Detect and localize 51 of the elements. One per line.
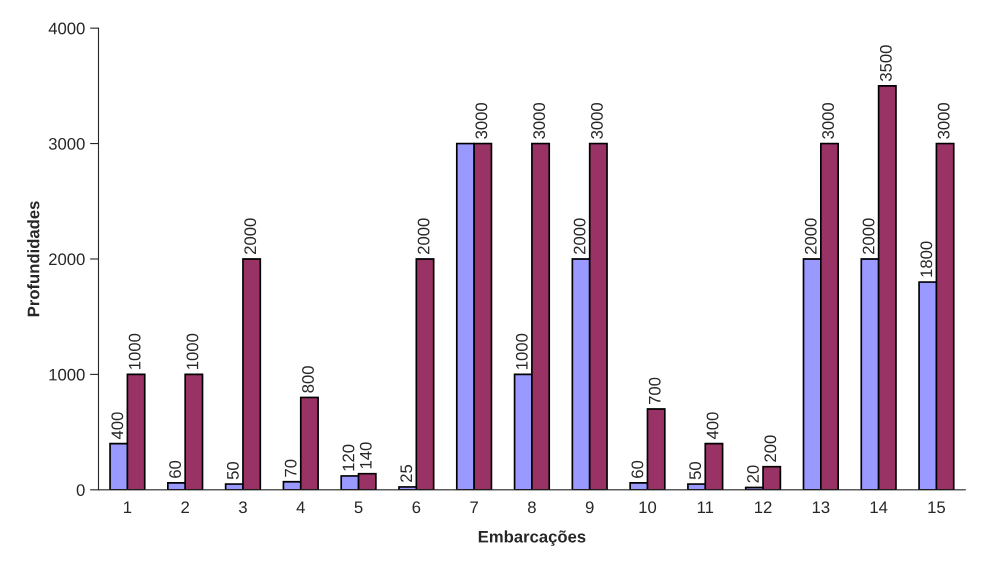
data-label: 20 — [747, 465, 759, 482]
data-label: 50 — [689, 462, 702, 480]
x-tick-label: 9 — [586, 501, 594, 514]
data-label: 800 — [302, 366, 314, 393]
x-tick-label: 15 — [928, 502, 945, 514]
data-label: 1000 — [128, 334, 141, 369]
data-label: 1000 — [516, 334, 528, 369]
data-label: 400 — [111, 412, 124, 440]
x-tick-label: 8 — [528, 501, 536, 514]
data-label: 700 — [648, 378, 661, 404]
x-tick-label: 1 — [124, 502, 132, 513]
data-label: 120 — [342, 444, 354, 471]
x-tick-label: 13 — [812, 501, 830, 514]
y-axis-title: Profundidades — [27, 201, 40, 316]
data-label: 3000 — [475, 102, 488, 139]
y-tick-label: 0 — [76, 484, 85, 496]
x-tick-label: 3 — [238, 501, 247, 514]
x-tick-label: 12 — [755, 501, 772, 513]
data-label: 2000 — [244, 218, 256, 254]
data-label: 3500 — [880, 45, 892, 82]
x-tick-label: 7 — [470, 502, 478, 513]
data-label: 2000 — [574, 218, 586, 254]
data-label: 60 — [169, 460, 181, 478]
data-label: 140 — [360, 442, 372, 468]
x-tick-label: 5 — [354, 502, 362, 514]
data-label: 3000 — [533, 102, 546, 139]
data-label: 3000 — [591, 102, 603, 139]
x-tick-label: 14 — [870, 502, 888, 513]
x-tick-label: 2 — [181, 501, 189, 513]
y-tick-label: 4000 — [48, 22, 85, 34]
data-label: 25 — [400, 464, 412, 482]
data-label: 1000 — [186, 334, 198, 369]
x-tick-label: 10 — [639, 501, 656, 514]
data-label: 3000 — [938, 102, 950, 139]
x-tick-label: 11 — [698, 502, 714, 513]
y-tick-label: 2000 — [49, 253, 85, 266]
data-label: 2000 — [804, 218, 817, 254]
data-label: 60 — [631, 460, 644, 478]
data-label: 2000 — [418, 218, 430, 254]
x-axis-title: Embarcações — [478, 530, 586, 546]
data-label: 50 — [226, 462, 239, 480]
y-tick-label: 1000 — [50, 368, 85, 381]
x-tick-label: 6 — [412, 501, 420, 514]
data-label: 2000 — [862, 218, 874, 254]
data-label: 200 — [764, 435, 776, 462]
y-tick-label: 3000 — [48, 138, 85, 150]
data-label: 400 — [706, 412, 718, 440]
data-label: 3000 — [822, 102, 834, 139]
data-label: 1800 — [920, 241, 932, 277]
x-tick-label: 4 — [296, 502, 305, 513]
data-label: 70 — [284, 460, 297, 477]
